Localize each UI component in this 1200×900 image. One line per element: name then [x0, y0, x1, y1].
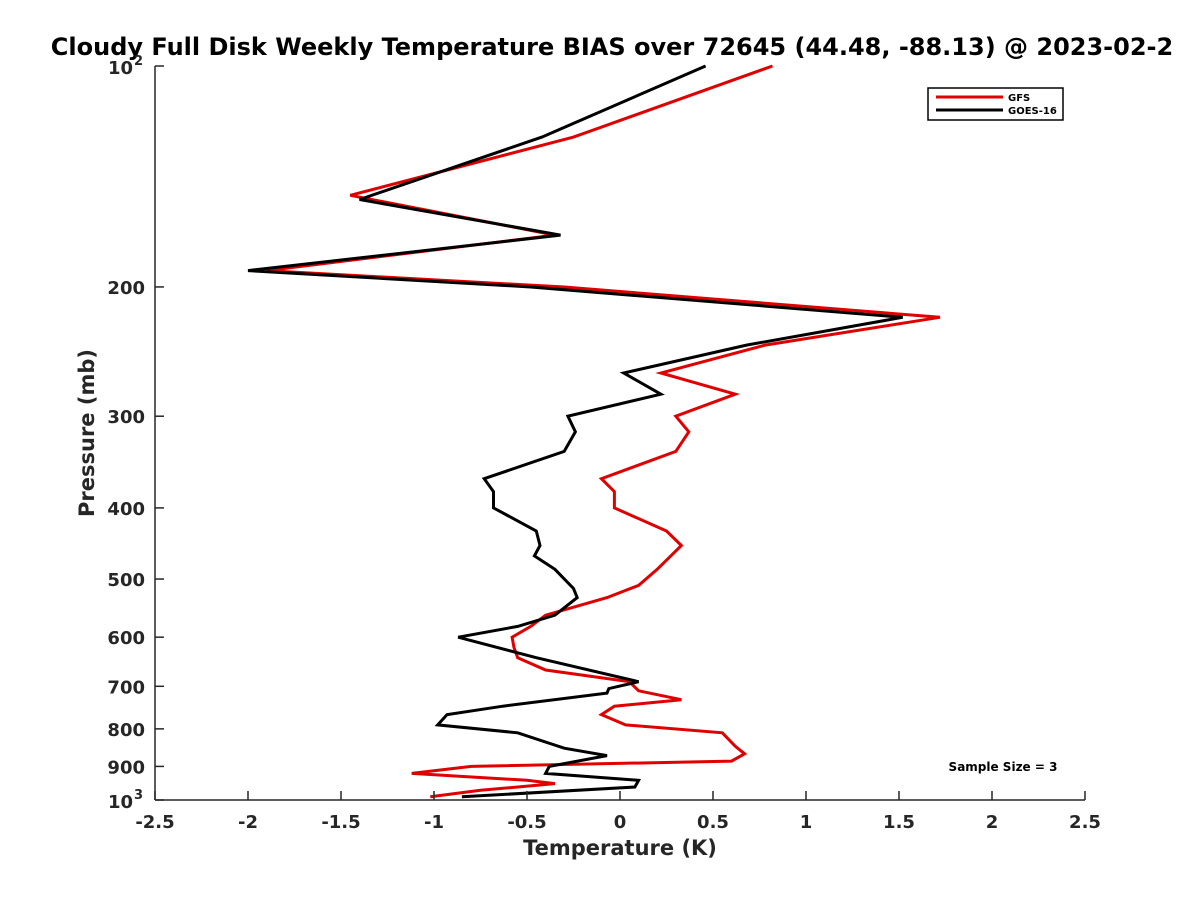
y-tick-label: 300 — [107, 407, 145, 428]
legend: GFS GOES-16 — [927, 87, 1064, 121]
axes — [154, 66, 1085, 801]
y-tick-exponent: 3 — [134, 788, 143, 803]
series-layer — [247, 64, 941, 799]
y-tick-label: 700 — [107, 677, 145, 698]
y-tick-exponent: 2 — [134, 54, 143, 69]
x-tick-label: 1 — [800, 812, 813, 833]
y-tick-label: 800 — [107, 720, 145, 741]
sample-size-annotation: Sample Size = 3 — [949, 760, 1058, 774]
x-tick-label: 0 — [614, 812, 627, 833]
legend-label: GFS — [1008, 93, 1030, 104]
ticks: -2.5 -2 -1.5 -1 -0.5 0 0.5 1 1.5 2 2.510 2200300400… — [107, 54, 1101, 833]
x-tick-label: -2.5 — [135, 812, 174, 833]
chart-title: Cloudy Full Disk Weekly Temperature BIAS… — [51, 33, 1173, 61]
x-tick-label: 0.5 — [697, 812, 729, 833]
series-line-gfs — [266, 64, 941, 799]
y-axis-label: Pressure (mb) — [75, 349, 99, 517]
y-tick-label: 400 — [107, 499, 145, 520]
y-tick-label: 900 — [107, 757, 145, 778]
y-tick-label: 200 — [107, 278, 145, 299]
x-tick-label: -2 — [238, 812, 258, 833]
legend-label: GOES-16 — [1008, 106, 1057, 117]
legend-box — [927, 87, 1064, 121]
x-tick-label: 2.5 — [1069, 812, 1101, 833]
x-tick-label: 1.5 — [883, 812, 915, 833]
x-tick-label: -1 — [424, 812, 444, 833]
x-tick-label: 2 — [986, 812, 999, 833]
series-line-goes-16 — [247, 64, 903, 799]
y-tick-label: 10 — [108, 58, 133, 79]
y-tick-label: 10 — [108, 792, 133, 813]
y-tick-label: 600 — [107, 628, 145, 649]
x-tick-label: -0.5 — [507, 812, 546, 833]
y-tick-label: 500 — [107, 570, 145, 591]
x-tick-label: -1.5 — [321, 812, 360, 833]
x-axis-label: Temperature (K) — [523, 836, 717, 860]
